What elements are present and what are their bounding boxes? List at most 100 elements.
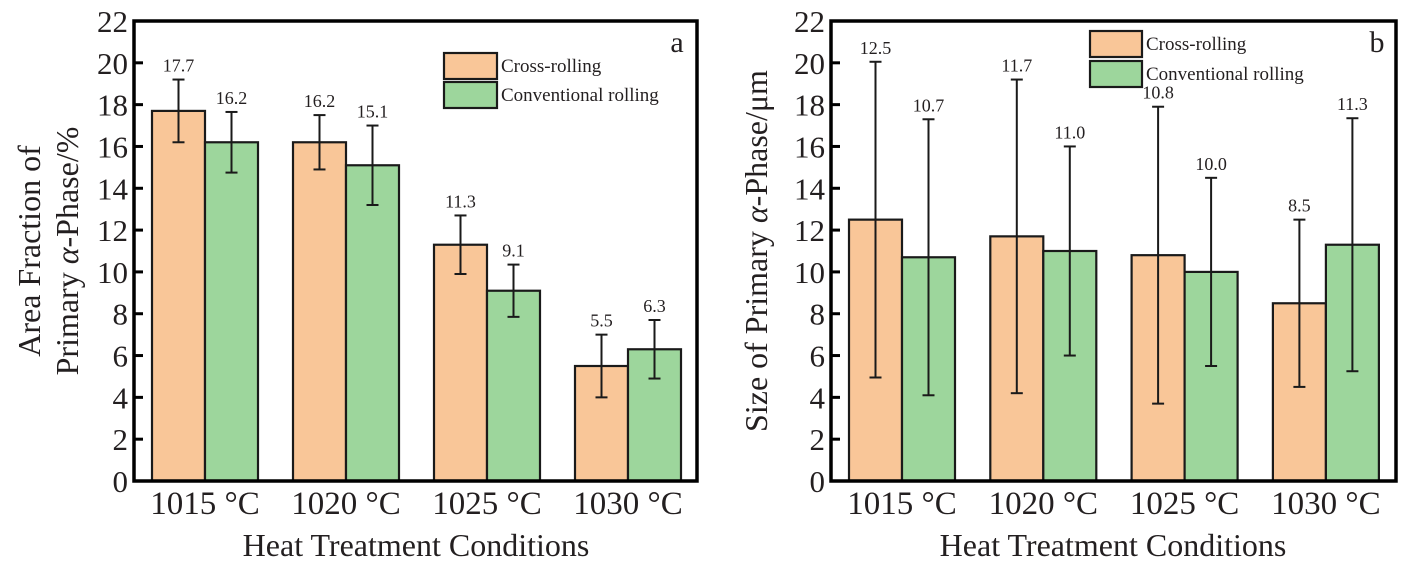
- data-label: 12.5: [860, 38, 892, 58]
- bar-cross-rolling-0: [150, 109, 207, 483]
- error-bar-1-3: [1346, 117, 1359, 373]
- legend-label: Conventional rolling: [501, 85, 659, 106]
- data-label: 10.0: [1195, 154, 1227, 174]
- x-axis-title: Heat Treatment Conditions: [243, 527, 590, 563]
- bar-conventional-rolling-2: [485, 289, 542, 483]
- error-bar-0-1: [313, 114, 326, 171]
- y-axis-title-symbol: α: [49, 246, 85, 264]
- y-axis-title-suffix: -Phase/μm: [738, 70, 774, 206]
- y-axis-title-symbol: α: [738, 205, 774, 223]
- data-label: 9.1: [502, 241, 525, 261]
- data-label: 11.0: [1054, 122, 1085, 142]
- x-tick-label: 1025 °C: [432, 486, 541, 522]
- y-tick-label: 18: [97, 88, 128, 123]
- y-axis-title: Primary α-Phase/%: [49, 127, 85, 376]
- error-bar-1-1: [1063, 145, 1076, 357]
- y-tick-label: 6: [113, 339, 129, 374]
- y-tick-label: 14: [794, 171, 826, 206]
- legend-swatch: [1088, 59, 1144, 89]
- panel-letter: a: [670, 26, 683, 59]
- data-label: 5.5: [590, 311, 613, 331]
- error-bar-1-3: [648, 319, 661, 380]
- data-label: 17.7: [163, 56, 195, 76]
- legend-swatch: [442, 51, 499, 81]
- y-axis-title-line1: Area Fraction of: [11, 145, 47, 357]
- plot-frame: [829, 19, 1398, 483]
- data-label: 8.5: [1288, 196, 1311, 216]
- y-tick-label: 10: [97, 255, 128, 290]
- y-tick-label: 16: [794, 129, 825, 164]
- legend-label: Cross-rolling: [501, 56, 602, 77]
- bars: 17.7 16.2 16.2 15.1 11.3 9.1 5.5 6.3: [150, 56, 683, 483]
- y-tick-label: 22: [794, 4, 825, 39]
- legend-label: Cross-rolling: [1146, 34, 1247, 55]
- bars: 12.5 10.7 11.7 11.0 10.8 10.0 8.5 11.3: [847, 38, 1381, 483]
- y-tick-label: 6: [810, 339, 826, 374]
- error-bar-1-1: [366, 124, 379, 206]
- y-tick-label: 16: [97, 129, 128, 164]
- y-tick-label: 20: [97, 46, 128, 81]
- y-tick-label: 20: [794, 46, 825, 81]
- data-label: 11.7: [1001, 56, 1032, 76]
- data-label: 16.2: [304, 91, 336, 111]
- error-bar-0-3: [1293, 218, 1306, 388]
- data-label: 11.3: [445, 191, 476, 211]
- error-bar-1-2: [1205, 176, 1218, 367]
- panel-b-size-chart: 12.5 10.7 11.7 11.0 10.8 10.0 8.5 11.3 1015 °C 10…: [738, 4, 1398, 563]
- x-tick-label: 1030 °C: [1271, 486, 1380, 522]
- x-tick-label: 1025 °C: [1130, 486, 1239, 522]
- y-axis-title-suffix: -Phase/%: [49, 127, 85, 248]
- error-bar-0-2: [1152, 105, 1165, 405]
- data-label: 10.8: [1142, 83, 1174, 103]
- error-bar-0-0: [172, 78, 185, 144]
- legend: Cross-rolling Conventional rolling: [442, 51, 659, 110]
- y-tick-label: 0: [810, 464, 826, 499]
- y-tick-label: 4: [113, 380, 129, 415]
- y-axis-title-prefix: Size of Primary: [738, 223, 774, 432]
- y-tick-label: 10: [794, 255, 825, 290]
- x-tick-label: 1020 °C: [989, 486, 1098, 522]
- error-bar-1-0: [922, 118, 935, 397]
- x-tick-label: 1030 °C: [573, 486, 682, 522]
- bar-cross-rolling-2: [432, 243, 489, 483]
- y-tick-label: 4: [810, 380, 826, 415]
- legend-swatch: [442, 80, 499, 110]
- x-tick-label: 1015 °C: [847, 486, 956, 522]
- y-tick-label: 18: [794, 88, 825, 123]
- bar-cross-rolling-1: [291, 141, 348, 483]
- error-bar-0-2: [454, 214, 467, 275]
- error-bar-0-1: [1010, 78, 1023, 395]
- y-tick-label: 14: [97, 171, 129, 206]
- bar-conventional-rolling-1: [344, 164, 401, 483]
- y-tick-label: 12: [97, 213, 128, 248]
- y-tick-label: 22: [97, 4, 128, 39]
- y-tick-label: 8: [810, 297, 826, 332]
- legend-label: Conventional rolling: [1146, 64, 1304, 85]
- y-tick-label: 8: [113, 297, 129, 332]
- error-bar-0-3: [595, 333, 608, 399]
- x-tick-label: 1020 °C: [291, 486, 400, 522]
- x-axis-title: Heat Treatment Conditions: [940, 527, 1287, 563]
- y-tick-label: 12: [794, 213, 825, 248]
- panel-letter: b: [1370, 26, 1385, 59]
- error-bar-1-0: [225, 110, 238, 174]
- plot-frame: [132, 19, 699, 483]
- data-label: 6.3: [643, 296, 666, 316]
- y-axis-title: Size of Primary α-Phase/μm: [738, 70, 774, 432]
- data-label: 15.1: [357, 102, 389, 122]
- data-label: 11.3: [1337, 94, 1368, 114]
- error-bar-0-0: [869, 60, 882, 379]
- y-tick-label: 0: [113, 464, 129, 499]
- data-label: 10.7: [913, 95, 945, 115]
- y-axis-title-prefix: Primary: [49, 264, 85, 375]
- x-tick-label: 1015 °C: [150, 486, 259, 522]
- bar-conventional-rolling-0: [203, 141, 260, 483]
- error-bar-1-2: [507, 263, 520, 318]
- legend-swatch: [1088, 29, 1144, 59]
- legend: Cross-rolling Conventional rolling: [1088, 29, 1304, 89]
- y-tick-label: 2: [113, 422, 129, 457]
- y-tick-label: 2: [810, 422, 826, 457]
- data-label: 16.2: [216, 88, 248, 108]
